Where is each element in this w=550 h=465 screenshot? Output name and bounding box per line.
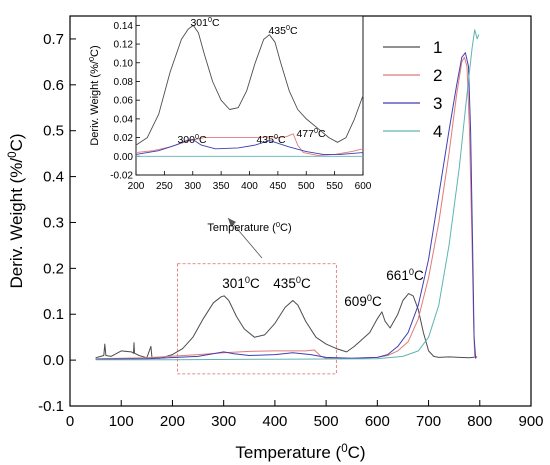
main-x-tick-label: 600	[365, 413, 390, 430]
main-x-tick-label: 900	[518, 413, 543, 430]
inset-peak-label: 4350C	[256, 133, 286, 146]
inset-peak-label: 4350C	[268, 24, 298, 37]
main-x-tick-label: 100	[109, 413, 134, 430]
legend-label-2: 2	[433, 66, 442, 85]
main-y-tick-label: 0.6	[43, 77, 64, 94]
legend-label-1: 1	[433, 38, 442, 57]
main-x-tick-label: 300	[211, 413, 236, 430]
inset-x-tick-label: 550	[326, 181, 343, 192]
main-peak-label: 6610C	[386, 267, 424, 283]
legend-label-3: 3	[433, 94, 442, 113]
inset-y-tick-label: 0.06	[114, 96, 134, 107]
inset-peak-label: 3000C	[177, 133, 207, 146]
inset-x-tick-label: 600	[355, 181, 372, 192]
inset-y-tick-label: 0.14	[114, 21, 134, 32]
inset-x-tick-label: 500	[298, 181, 315, 192]
zoom-connector-arrowhead	[228, 218, 236, 227]
inset-x-tick-label: 250	[156, 181, 173, 192]
main-axis-ticks: 0 100 200 300 400 500 600 700 800 900 -0.1 0.0 0.1 0.…	[38, 31, 543, 430]
main-y-tick-label: -0.1	[38, 398, 64, 415]
inset-series-group	[135, 24, 364, 157]
inset-x-tick-label: 200	[128, 181, 145, 192]
zoom-region-box	[177, 263, 337, 375]
legend: 1 2 3 4	[383, 38, 442, 141]
inset-series-line-3	[135, 139, 364, 155]
inset-x-tick-label: 400	[241, 181, 258, 192]
main-y-tick-label: 0.3	[43, 214, 64, 231]
inset-series-line-2	[135, 133, 364, 156]
main-series-line-4	[95, 29, 480, 361]
main-x-tick-label: 200	[160, 413, 185, 430]
main-peak-label: 4350C	[273, 275, 311, 291]
main-y-tick-label: 0.1	[43, 306, 64, 323]
inset-x-tick-label: 350	[213, 181, 230, 192]
main-y-tick-label: 0.2	[43, 260, 64, 277]
main-series-group	[95, 29, 480, 361]
main-x-axis-title: Temperature (0C)	[235, 443, 365, 462]
inset-x-tick-label: 450	[270, 181, 287, 192]
main-y-tick-label: 0.5	[43, 123, 64, 140]
inset-y-tick-label: 0.08	[114, 77, 134, 88]
inset-series-line-1	[135, 24, 364, 146]
main-x-tick-label: 700	[416, 413, 441, 430]
main-y-tick-label: 0.4	[43, 169, 64, 186]
main-peak-label: 6090C	[344, 293, 382, 309]
main-x-tick-label: 800	[467, 413, 492, 430]
main-series-line-1	[95, 293, 478, 359]
inset-annotations: 3010C 4350C 3000C 4350C 4770C	[177, 16, 326, 146]
inset-y-tick-label: 0.02	[114, 133, 134, 144]
legend-label-4: 4	[433, 122, 442, 141]
main-x-tick-label: 0	[66, 413, 74, 430]
main-y-axis-title: Deriv. Weight (%/0C)	[7, 133, 26, 288]
inset-x-axis-title: Temperature (0C)	[207, 220, 291, 235]
main-x-tick-label: 400	[262, 413, 287, 430]
inset-axis-ticks: 200 250 300 350 400 450 500 550 600 -0.02 0.00 0.02…	[110, 21, 372, 192]
main-y-tick-label: 0.0	[43, 352, 64, 369]
inset-background	[136, 16, 363, 175]
inset-y-tick-label: -0.02	[110, 171, 133, 182]
main-series-line-2	[95, 56, 476, 360]
inset-y-axis-title: Deriv. Weight (%/0C)	[87, 45, 102, 145]
inset-y-tick-label: 0.04	[114, 114, 134, 125]
inset-peak-label: 3010C	[190, 16, 220, 29]
main-x-tick-label: 500	[314, 413, 339, 430]
inset-y-tick-label: 0.10	[114, 58, 134, 69]
inset-plot: 200 250 300 350 400 450 500 550 600 -0.02 0.00 0.02…	[87, 15, 372, 235]
inset-y-tick-label: 0.12	[114, 40, 134, 51]
main-plot: 0 100 200 300 400 500 600 700 800 900 -0.1 0.0 0.1 0.…	[7, 15, 544, 462]
main-peak-label: 3010C	[222, 275, 260, 291]
zoom-connector-line	[227, 217, 263, 259]
main-y-tick-label: 0.7	[43, 31, 64, 48]
inset-peak-label: 4770C	[296, 127, 326, 140]
inset-y-tick-label: 0.00	[114, 152, 134, 163]
main-series-line-3	[95, 52, 477, 360]
inset-x-tick-label: 300	[184, 181, 201, 192]
